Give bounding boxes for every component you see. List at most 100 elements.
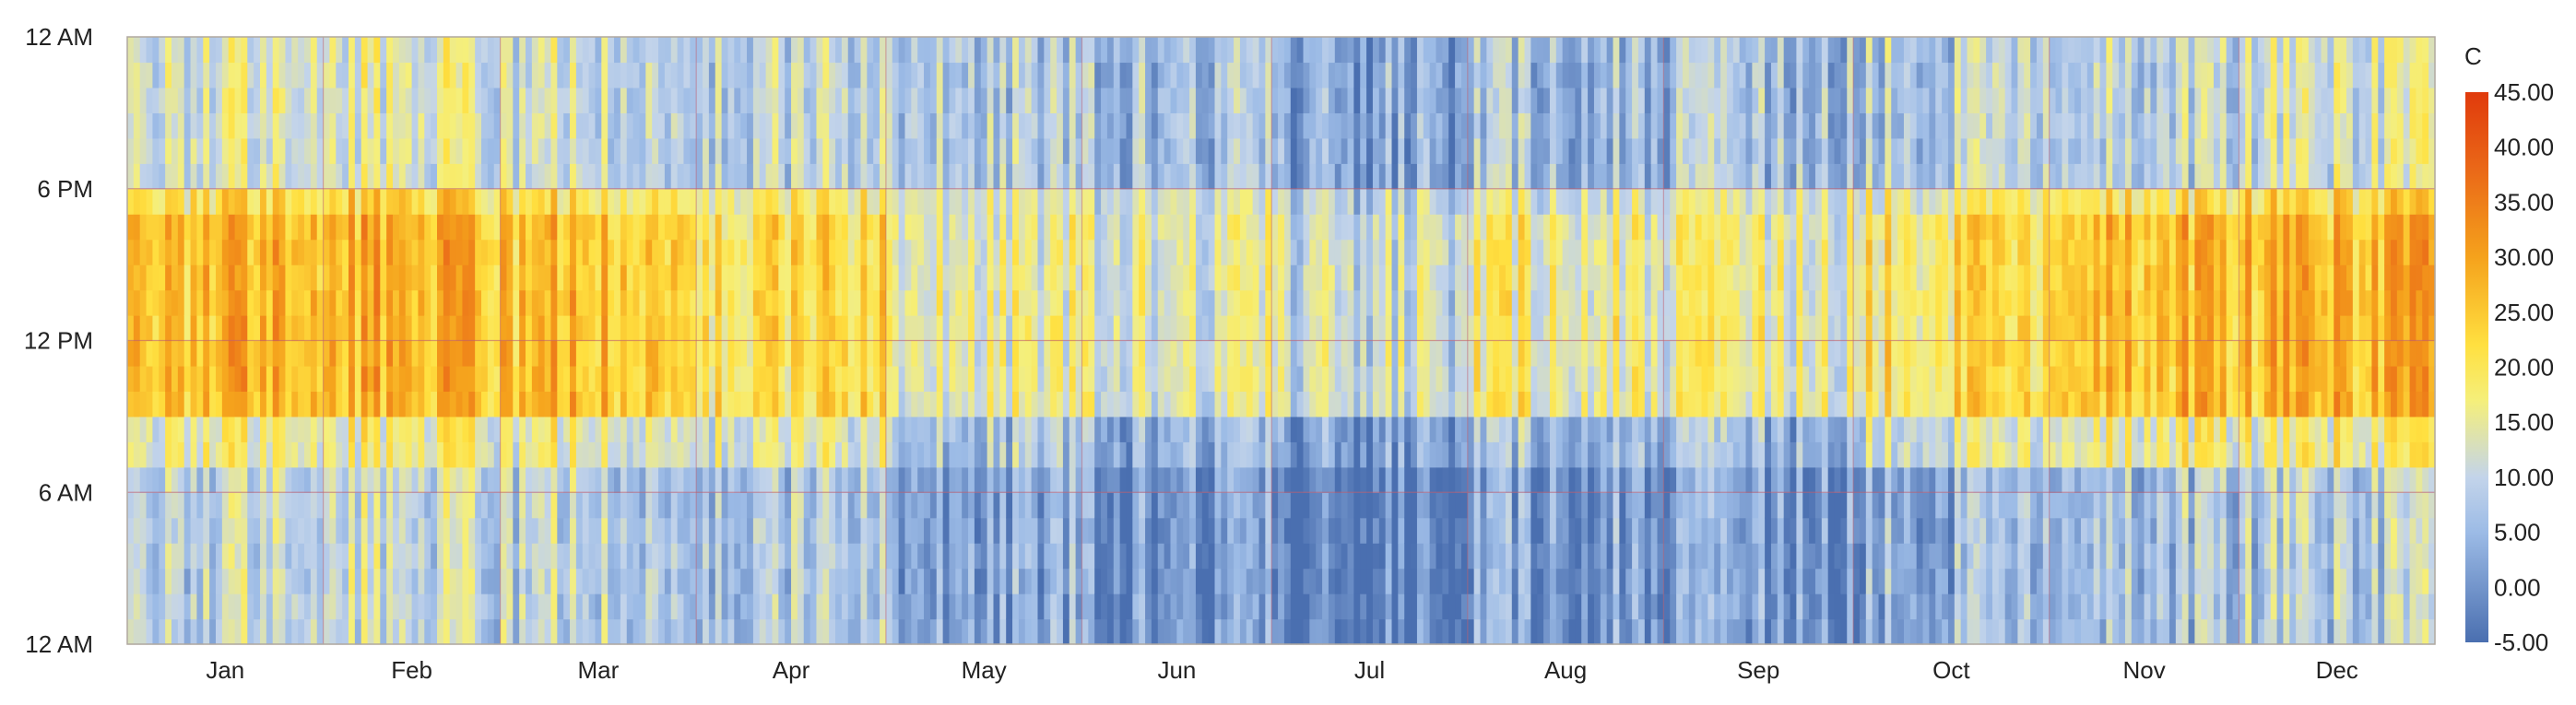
heatmap-cell <box>1119 441 1128 468</box>
heatmap-cell <box>1157 568 1165 594</box>
heatmap-cell <box>1012 416 1020 442</box>
heatmap-cell <box>993 517 1000 544</box>
heatmap-cell <box>526 62 533 88</box>
heatmap-cell <box>873 593 880 620</box>
heatmap-cell <box>765 163 774 190</box>
heatmap-cell <box>929 593 938 620</box>
heatmap-cell <box>1366 466 1374 493</box>
heatmap-cell <box>1246 441 1254 468</box>
heatmap-cell <box>974 568 982 594</box>
heatmap-cell <box>216 137 223 164</box>
heatmap-cell <box>1069 188 1077 215</box>
heatmap-cell <box>266 87 274 113</box>
heatmap-cell <box>254 441 261 468</box>
heatmap-cell <box>683 37 691 64</box>
heatmap-cell <box>892 239 900 265</box>
heatmap-cell <box>752 416 761 442</box>
heatmap-cell <box>127 492 135 519</box>
heatmap-cell <box>936 163 944 190</box>
heatmap-cell <box>924 416 931 442</box>
heatmap-cell <box>683 593 691 620</box>
heatmap-cell <box>962 517 969 544</box>
heatmap-cell <box>216 239 223 265</box>
heatmap-cell <box>885 315 893 342</box>
heatmap-cell <box>747 441 754 468</box>
heatmap-cell <box>254 188 261 215</box>
heatmap-cell <box>1429 214 1437 241</box>
heatmap-cell <box>431 188 438 215</box>
heatmap-cell <box>221 618 230 645</box>
heatmap-cell <box>481 264 489 291</box>
heatmap-cell <box>747 365 754 393</box>
heatmap-cell <box>221 239 230 265</box>
heatmap-cell <box>1391 391 1399 417</box>
heatmap-cell <box>531 214 539 241</box>
heatmap-cell <box>892 340 900 367</box>
heatmap-cell <box>1398 466 1405 493</box>
heatmap-cell <box>1271 163 1279 190</box>
heatmap-cell <box>221 289 230 316</box>
heatmap-cell <box>221 391 230 417</box>
heatmap-cell <box>721 264 729 291</box>
heatmap-cell <box>393 188 400 215</box>
heatmap-cell <box>778 517 786 544</box>
heatmap-cell <box>291 264 299 291</box>
heatmap-cell <box>310 188 318 215</box>
heatmap-cell <box>360 289 369 316</box>
heatmap-cell <box>1018 618 1026 645</box>
heatmap-cell <box>955 618 963 645</box>
heatmap-cell <box>165 568 172 594</box>
heatmap-cell <box>949 391 956 417</box>
heatmap-cell <box>1378 543 1387 570</box>
heatmap-cell <box>980 62 988 88</box>
heatmap-cell <box>1106 593 1115 620</box>
heatmap-cell <box>892 62 900 88</box>
heatmap-cell <box>462 239 469 265</box>
heatmap-cell <box>1416 416 1424 442</box>
heatmap-cell <box>171 466 179 493</box>
heatmap-cell <box>1378 37 1387 64</box>
heatmap-cell <box>740 37 748 64</box>
heatmap-cell <box>715 315 723 342</box>
heatmap-cell <box>1075 214 1083 241</box>
heatmap-cell <box>980 492 988 519</box>
heatmap-cell <box>765 618 774 645</box>
heatmap-cell <box>1278 517 1285 544</box>
heatmap-cell <box>1145 137 1152 164</box>
heatmap-cell <box>816 365 823 393</box>
heatmap-cell <box>380 517 387 544</box>
heatmap-cell <box>260 365 267 393</box>
heatmap-cell <box>658 264 666 291</box>
heatmap-cell <box>752 163 761 190</box>
heatmap-cell <box>139 441 148 468</box>
heatmap-cell <box>1283 593 1292 620</box>
heatmap-cell <box>747 416 754 442</box>
heatmap-cell <box>980 214 988 241</box>
heatmap-cell <box>955 289 963 316</box>
heatmap-cell <box>304 62 312 88</box>
heatmap-cell <box>531 416 539 442</box>
heatmap-cell <box>183 163 192 190</box>
heatmap-cell <box>398 289 407 316</box>
heatmap-cell <box>639 492 646 519</box>
heatmap-cell <box>165 391 172 417</box>
heatmap-cell <box>759 466 767 493</box>
heatmap-cell <box>1429 112 1437 139</box>
heatmap-cell <box>917 365 925 393</box>
heatmap-cell <box>221 441 230 468</box>
heatmap-cell <box>639 188 646 215</box>
heatmap-cell <box>929 214 938 241</box>
heatmap-cell <box>1347 466 1354 493</box>
heatmap-cell <box>1024 112 1033 139</box>
heatmap-cell <box>203 239 210 265</box>
heatmap-cell <box>1411 593 1418 620</box>
heatmap-cell <box>152 188 160 215</box>
heatmap-cell <box>234 391 242 417</box>
heatmap-cell <box>860 466 868 493</box>
heatmap-cell <box>734 416 741 442</box>
heatmap-cell <box>1334 441 1342 468</box>
heatmap-cell <box>336 340 343 367</box>
heatmap-cell <box>1423 340 1431 367</box>
heatmap-cell <box>1081 112 1089 139</box>
heatmap-cell <box>310 517 318 544</box>
